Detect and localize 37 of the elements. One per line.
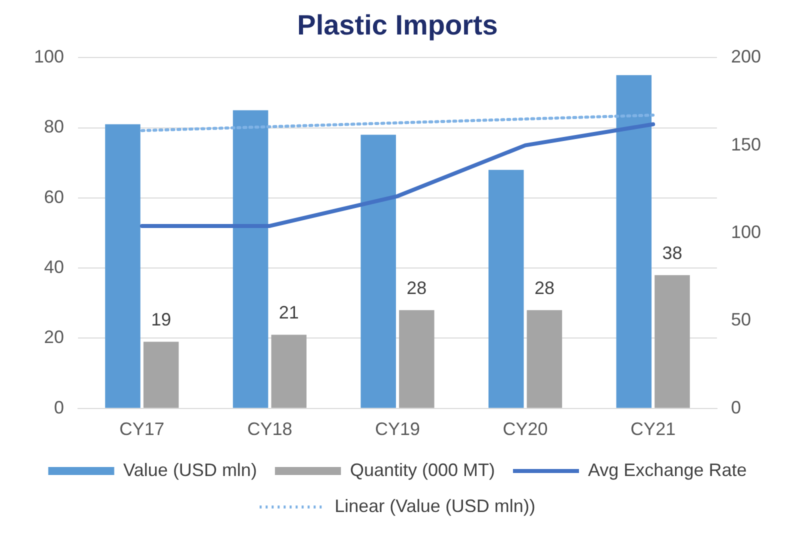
y-tick-label: 40 [44,257,64,278]
y2-tick-label: 200 [730,46,762,67]
bar [143,342,179,408]
x-tick-label: CY18 [247,419,292,440]
bar [526,310,562,408]
bar [654,275,690,408]
bar [399,310,434,408]
data-label: 38 [662,243,682,264]
data-label: 21 [278,302,299,323]
data-label: 28 [406,278,427,298]
y-tick-label: 80 [44,116,64,137]
legend-label: Avg Exchange Rate [588,460,747,480]
x-tick-label: CY17 [119,419,164,440]
bar [105,124,140,408]
chart-title: Plastic Imports [297,10,498,41]
y2-tick-label: 100 [730,222,762,242]
y-tick-label: 60 [44,186,64,207]
y2-tick-label: 50 [730,310,751,330]
y2-tick-label: 150 [730,134,762,154]
bar [616,75,652,408]
legend-label: Linear (Value (USD mln)) [334,496,536,516]
bar [271,334,307,408]
bar [360,134,396,408]
y-tick-label: 0 [54,397,64,418]
line-series [140,114,655,132]
data-label: 19 [151,310,172,330]
legend-label: Quantity (000 MT) [350,460,495,480]
x-tick-label: CY20 [502,419,548,440]
y-tick-label: 100 [34,46,64,67]
legend-label: Value (USD mln) [123,460,257,480]
x-tick-label: CY19 [374,419,420,440]
x-tick-label: CY21 [630,419,676,440]
data-label: 28 [534,278,554,298]
bar [232,110,268,408]
y2-tick-label: 0 [730,397,741,418]
y-tick-label: 20 [44,327,64,348]
bar [488,170,524,408]
